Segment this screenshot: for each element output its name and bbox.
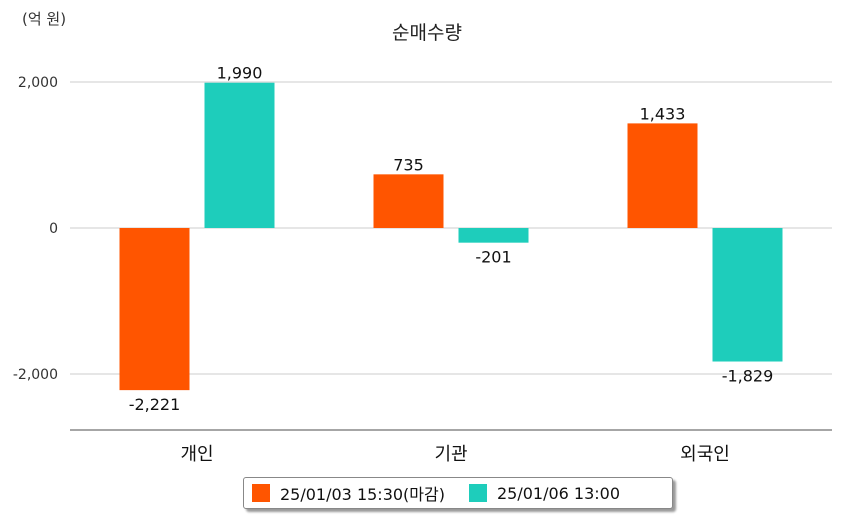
- unit-label: (억 원): [22, 10, 67, 28]
- y-tick-label: 0: [49, 221, 58, 237]
- legend-label-series2: 25/01/06 13:00: [496, 483, 621, 503]
- data-label: 1,990: [217, 64, 263, 83]
- bar: [627, 123, 698, 228]
- data-label: 1,433: [640, 104, 686, 123]
- legend-item-series2[interactable]: 25/01/06 13:00: [468, 483, 621, 503]
- bar: [373, 174, 444, 228]
- y-tick-label: 2,000: [18, 75, 58, 91]
- legend-swatch-series1: [252, 484, 270, 502]
- data-label: -201: [475, 248, 511, 267]
- chart-title: 순매수량: [392, 22, 462, 44]
- data-label: -1,829: [722, 367, 774, 386]
- data-label: -2,221: [129, 395, 181, 414]
- x-tick-label: 기관: [434, 444, 467, 465]
- legend-swatch-series2: [468, 484, 487, 502]
- x-tick-label: 개인: [180, 444, 213, 465]
- x-tick-label: 외국인: [680, 444, 730, 465]
- legend: 25/01/03 15:30(마감) 25/01/06 13:00: [243, 477, 673, 509]
- y-tick-label: -2,000: [13, 367, 58, 383]
- legend-item-series1[interactable]: 25/01/03 15:30(마감): [252, 481, 445, 505]
- bar: [204, 82, 275, 228]
- bar: [712, 228, 783, 362]
- legend-label-series1: 25/01/03 15:30(마감): [280, 485, 445, 504]
- data-label: 735: [393, 155, 424, 174]
- bar: [119, 228, 190, 391]
- bar: [458, 228, 529, 243]
